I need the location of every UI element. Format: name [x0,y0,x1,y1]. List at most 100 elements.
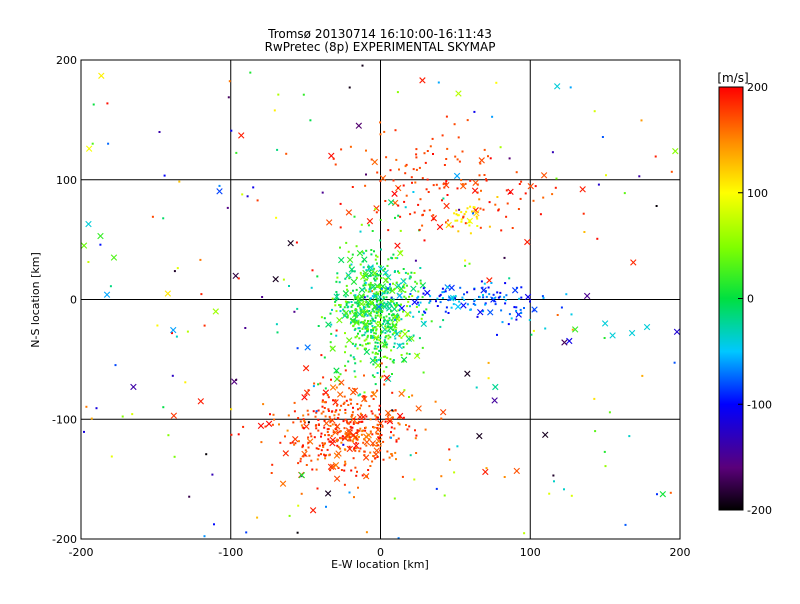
data-point-dot [369,297,372,300]
data-point-dot [365,444,368,447]
data-point-dot [394,304,397,307]
data-point-dot [376,341,379,344]
data-point-dot [336,293,338,296]
data-point-dot [359,230,362,233]
data-point-dot [271,423,274,426]
data-point-dot [366,336,369,339]
data-point-dot [532,199,535,202]
data-point-dot [377,314,380,317]
data-point-dot [348,433,351,436]
data-point-dot [359,321,362,324]
data-point-dot [455,213,458,216]
data-point-dot [507,323,510,326]
data-point-dot [386,356,389,359]
data-point-dot [379,376,382,379]
data-point-dot [468,262,471,265]
data-point-dot [393,497,396,500]
data-point-dot [395,281,398,284]
data-point-dot [403,200,406,203]
data-point-dot [230,129,233,132]
data-point-dot [304,421,306,424]
data-point-dot [442,319,445,322]
data-point-dot [440,417,443,420]
data-point-dot [372,327,375,329]
data-point-dot [382,440,385,443]
data-point-dot [358,327,361,330]
data-point-dot [331,423,334,426]
data-point-dot [504,299,507,302]
data-point-dot [478,198,481,201]
data-point-dot [416,296,419,299]
data-point-dot [409,305,411,308]
data-point-dot [366,314,369,317]
data-point-dot [371,460,374,463]
data-point-dot [476,191,479,194]
data-point-cross [396,342,403,350]
data-point-dot [369,269,372,272]
data-point-dot [506,202,509,205]
data-point-dot [352,423,355,425]
data-point-cross [476,432,483,440]
data-point-dot [485,179,488,182]
data-point-dot [399,229,402,232]
data-point-dot [443,494,446,497]
data-point-dot [315,411,318,414]
data-point-dot [353,270,356,273]
data-point-dot [332,399,334,402]
data-point-dot [326,394,329,397]
data-point-dot [478,174,481,177]
data-point-dot [424,161,427,164]
data-point-dot [496,196,499,198]
data-point-dot [388,317,391,320]
data-point-dot [296,307,299,310]
data-point-dot [515,318,518,321]
data-point-dot [503,296,506,299]
data-point-dot [418,166,421,169]
data-point-dot [173,455,176,458]
data-point-dot [392,253,395,256]
data-point-dot [330,410,333,413]
data-point-dot [356,403,359,405]
data-point-dot [407,272,410,275]
data-point-dot [398,416,401,418]
data-point-dot [269,413,271,416]
data-point-dot [624,523,627,526]
data-point-dot [316,487,319,490]
data-point-dot [297,417,300,420]
data-point-dot [186,330,189,333]
data-point-dot [275,323,278,326]
data-point-dot [351,426,354,429]
data-point-dot [345,420,348,423]
data-point-dot [409,293,412,295]
data-point-dot [302,455,305,458]
data-point-cross [391,305,398,313]
data-point-dot [388,456,391,459]
data-point-dot [380,287,383,290]
data-point-dot [508,157,511,160]
data-point-dot [346,315,349,318]
data-point-dot [350,469,353,472]
data-point-dot [448,296,451,299]
data-point-dot [628,435,631,438]
data-point-dot [462,216,465,219]
data-point-cross [524,293,532,301]
x-tick-label: -200 [69,546,94,559]
data-point-dot [484,290,487,293]
data-point-dot [379,349,382,352]
data-point-dot [395,323,398,326]
data-point-cross [396,412,404,420]
data-point-dot [523,532,526,535]
data-point-dot [373,277,376,280]
data-point-dot [329,469,332,472]
data-point-dot [304,449,307,452]
data-point-dot [337,413,340,416]
data-point-dot [461,150,464,153]
data-point-dot [387,319,389,322]
data-point-cross [373,334,380,341]
data-point-dot [369,285,371,288]
data-point-dot [345,304,348,306]
data-point-dot [351,440,354,443]
data-point-dot [359,427,362,430]
data-point-dot [200,293,203,296]
